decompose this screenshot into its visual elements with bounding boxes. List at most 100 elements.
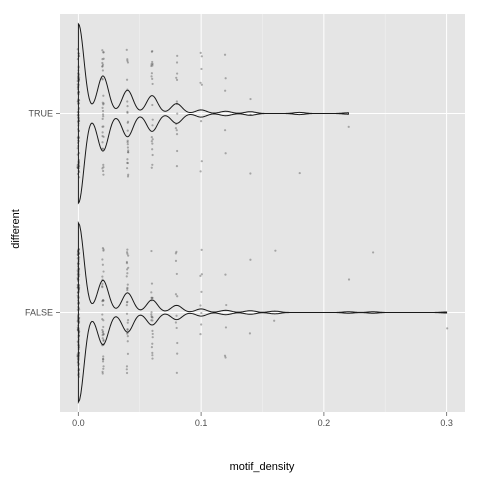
data-point bbox=[151, 354, 154, 357]
data-point bbox=[102, 147, 105, 150]
data-point bbox=[126, 120, 130, 123]
data-point bbox=[126, 286, 129, 289]
data-point bbox=[224, 326, 228, 329]
data-point bbox=[150, 311, 153, 314]
data-point bbox=[175, 164, 179, 168]
data-point bbox=[150, 296, 154, 300]
data-point bbox=[102, 333, 105, 336]
data-point bbox=[199, 170, 202, 173]
data-point bbox=[150, 249, 153, 253]
data-point bbox=[151, 124, 154, 127]
data-point bbox=[225, 303, 228, 307]
data-point bbox=[125, 251, 129, 254]
x-tick-label: 0.2 bbox=[318, 418, 331, 428]
data-point bbox=[126, 141, 129, 144]
data-point bbox=[125, 78, 129, 81]
data-point bbox=[126, 283, 129, 286]
data-point bbox=[102, 102, 105, 105]
data-point bbox=[151, 142, 154, 145]
data-point bbox=[151, 342, 154, 345]
data-point bbox=[372, 251, 375, 254]
data-point bbox=[200, 248, 203, 251]
data-point bbox=[175, 76, 178, 79]
data-point bbox=[175, 250, 178, 253]
data-point bbox=[151, 319, 154, 322]
data-point bbox=[101, 141, 104, 144]
data-point bbox=[126, 100, 129, 103]
data-point bbox=[249, 97, 252, 101]
data-point bbox=[200, 67, 203, 71]
data-point bbox=[151, 60, 154, 64]
data-point bbox=[102, 51, 105, 54]
data-point bbox=[174, 127, 178, 130]
data-point bbox=[150, 75, 153, 78]
data-point bbox=[126, 319, 130, 322]
data-point bbox=[127, 151, 130, 154]
data-point bbox=[175, 371, 178, 374]
data-point bbox=[101, 300, 104, 303]
data-point bbox=[200, 311, 203, 315]
data-point bbox=[126, 139, 129, 142]
x-tick-label: 0.1 bbox=[195, 418, 208, 428]
data-point bbox=[150, 296, 153, 299]
data-point bbox=[102, 249, 105, 252]
data-point bbox=[200, 290, 203, 293]
data-point bbox=[102, 163, 105, 166]
data-point bbox=[200, 273, 203, 276]
violin-true bbox=[77, 22, 349, 205]
data-point bbox=[150, 166, 153, 169]
data-point bbox=[151, 153, 154, 157]
data-point bbox=[126, 248, 129, 251]
data-point bbox=[101, 167, 104, 170]
data-point bbox=[101, 247, 104, 250]
data-point bbox=[102, 135, 105, 138]
data-point bbox=[126, 121, 129, 124]
data-point bbox=[150, 313, 153, 316]
data-point bbox=[102, 103, 105, 106]
data-point bbox=[126, 161, 129, 164]
data-point bbox=[101, 282, 104, 285]
data-point bbox=[126, 300, 129, 303]
data-point bbox=[174, 293, 178, 296]
data-point bbox=[102, 94, 105, 97]
data-point bbox=[126, 105, 129, 108]
data-point bbox=[101, 131, 104, 134]
data-point bbox=[102, 125, 105, 128]
data-point bbox=[150, 62, 153, 66]
data-point bbox=[150, 282, 154, 285]
data-point bbox=[199, 51, 202, 54]
data-point bbox=[125, 260, 128, 264]
data-point bbox=[223, 53, 227, 56]
data-point bbox=[223, 354, 227, 357]
data-point bbox=[199, 333, 202, 336]
data-point bbox=[126, 167, 129, 170]
data-point bbox=[126, 335, 129, 338]
data-point bbox=[125, 368, 128, 371]
data-point bbox=[101, 286, 104, 289]
data-point bbox=[150, 346, 153, 349]
data-point bbox=[101, 313, 104, 316]
data-point bbox=[224, 89, 227, 92]
data-point bbox=[101, 330, 105, 333]
data-point bbox=[175, 61, 179, 64]
data-point bbox=[175, 272, 178, 276]
data-point bbox=[101, 299, 105, 302]
data-point bbox=[102, 115, 105, 118]
data-point bbox=[151, 138, 154, 141]
data-point bbox=[125, 304, 128, 307]
data-point bbox=[102, 51, 105, 54]
data-point bbox=[102, 358, 105, 361]
data-point bbox=[102, 338, 105, 342]
data-point bbox=[176, 341, 179, 345]
data-point bbox=[150, 316, 153, 319]
data-point bbox=[151, 148, 154, 151]
data-point bbox=[347, 278, 351, 281]
data-point bbox=[101, 360, 105, 363]
data-point bbox=[127, 149, 130, 152]
data-point bbox=[101, 49, 104, 52]
data-point bbox=[126, 110, 129, 113]
data-point bbox=[223, 129, 227, 132]
data-point bbox=[127, 173, 130, 176]
data-point bbox=[101, 65, 104, 68]
data-point bbox=[101, 328, 104, 332]
